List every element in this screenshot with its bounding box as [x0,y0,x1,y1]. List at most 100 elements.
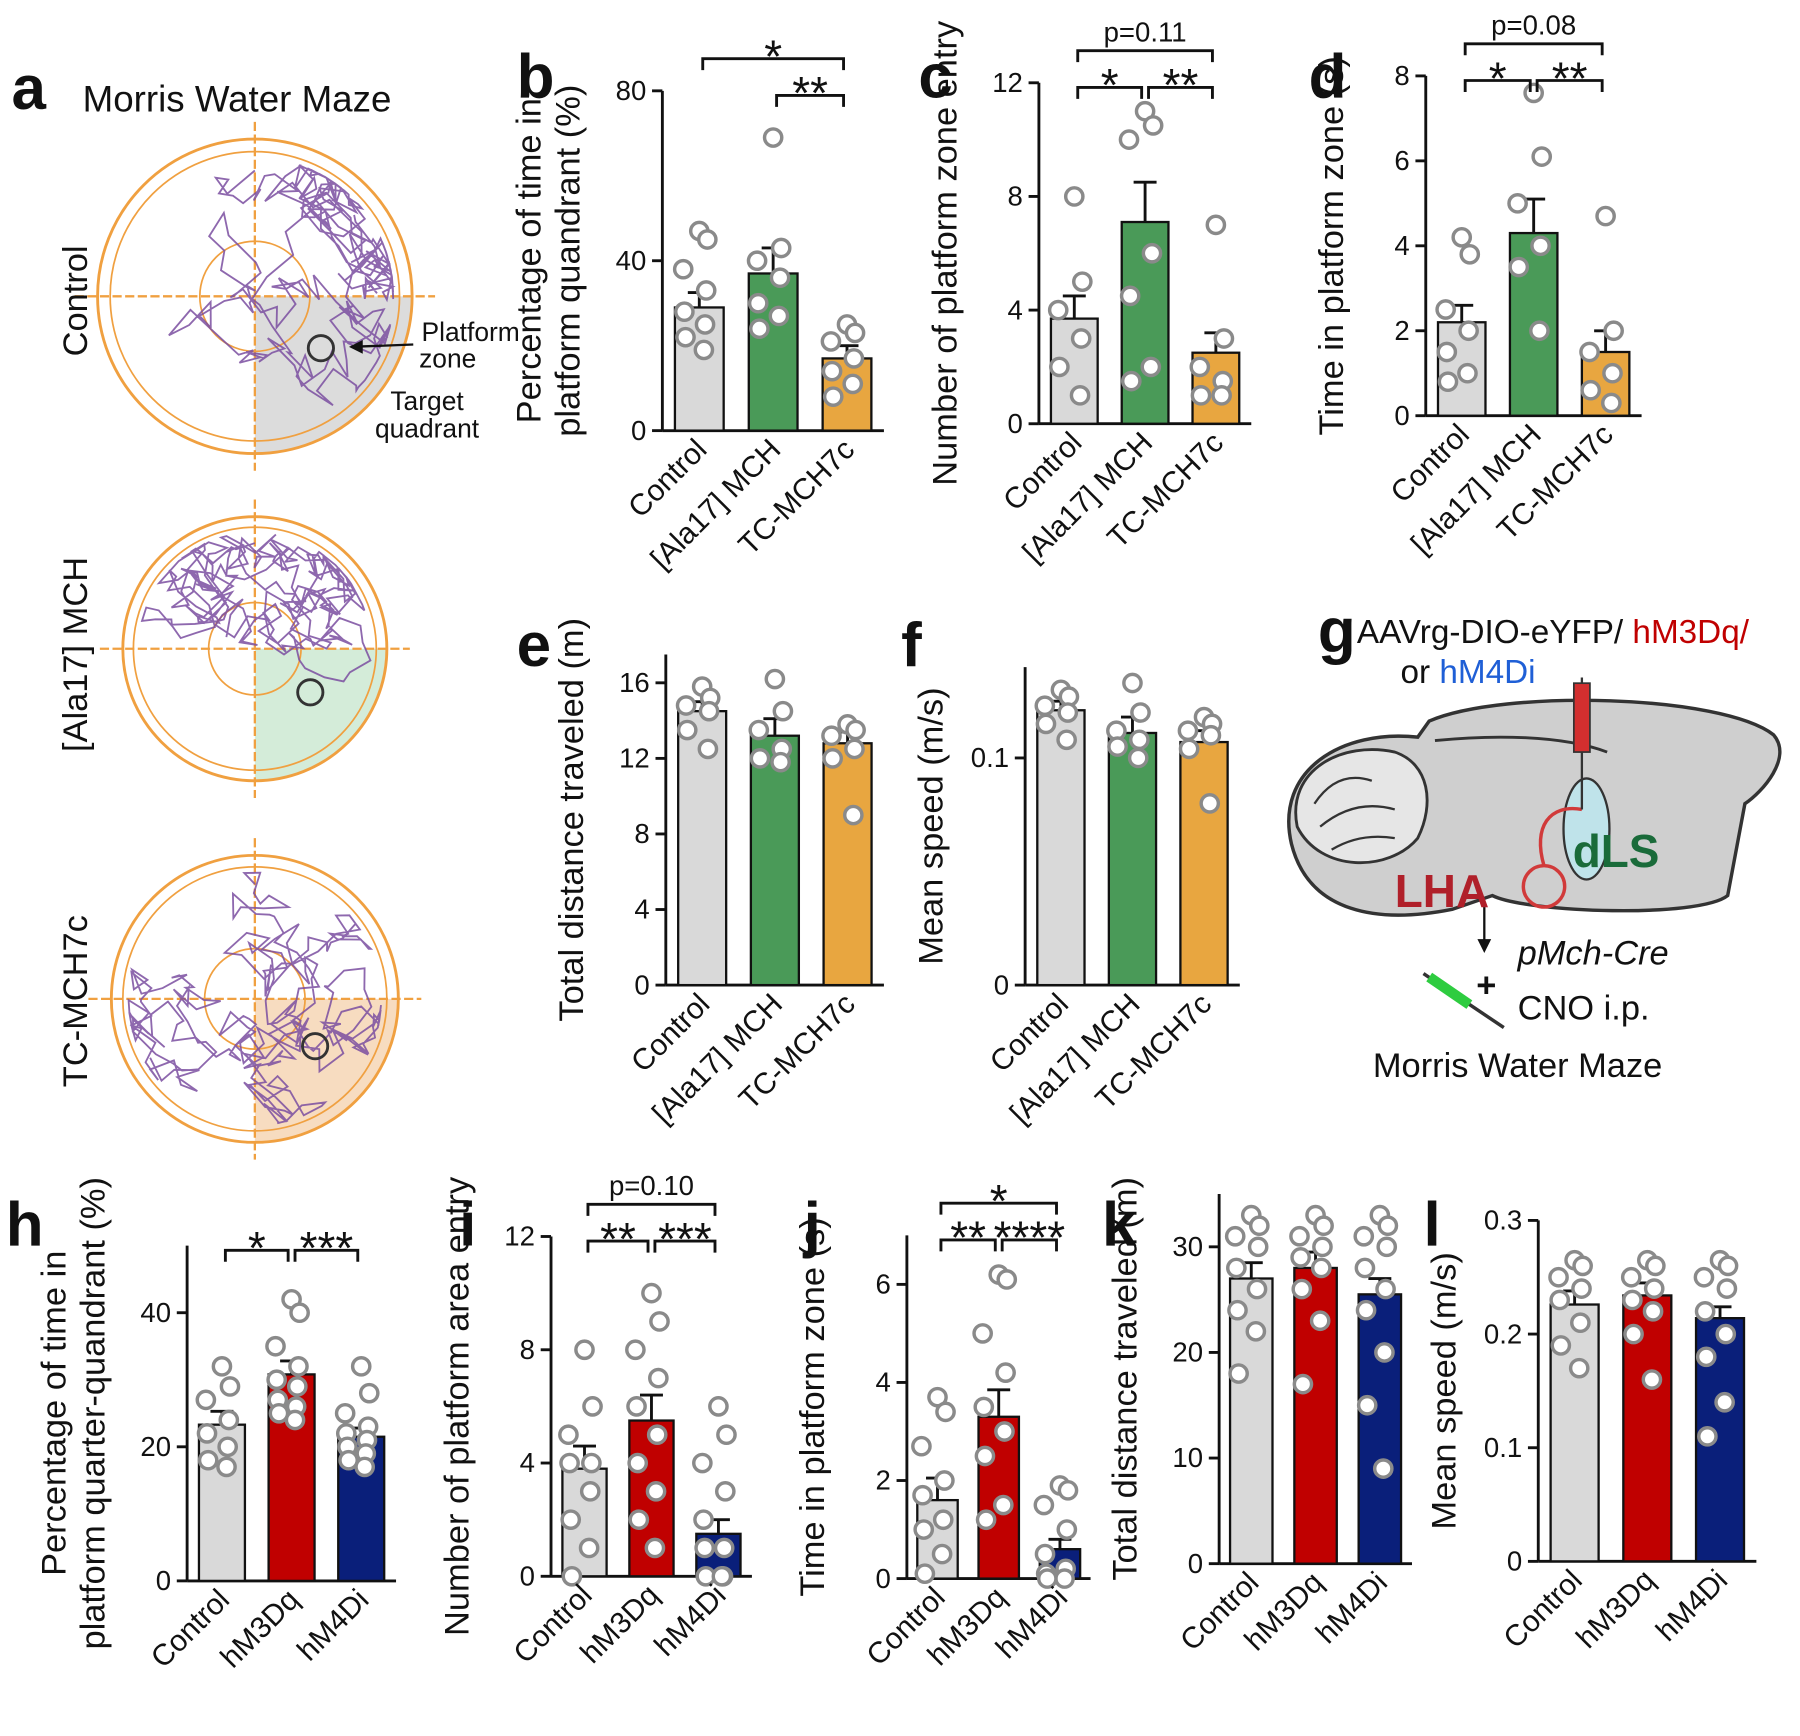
significance-label: ** [600,1213,636,1265]
data-point [1641,1369,1663,1390]
data-point [1200,724,1222,746]
panel-label: d [1309,43,1347,112]
y-axis-label: platform quarter-quandrant (%) [74,1177,112,1650]
data-point [1459,243,1481,265]
panel-label: h [6,1191,44,1260]
data-point [1372,1458,1394,1479]
region-label: dLS [1573,825,1660,877]
significance-label: *** [300,1222,354,1274]
significance-bracket [1000,1238,1058,1252]
data-point [770,751,791,773]
significance-bracket [1147,85,1214,99]
data-point [558,1424,579,1446]
y-axis-label: Time in platform zone (s) [1313,56,1351,435]
data-point [843,348,865,369]
y-tick-label: 8 [1394,60,1409,91]
y-tick-label: 12 [992,67,1023,98]
data-point [1120,370,1142,392]
y-tick-label: 6 [875,1269,890,1300]
trajectory [168,164,396,407]
significance-label: * [990,1175,1008,1227]
data-point [708,1396,729,1417]
data-point [821,360,843,382]
significance-label: * [764,30,782,82]
data-point [772,700,794,722]
data-point [1034,695,1056,717]
data-point [1623,1323,1644,1345]
data-point [578,1537,600,1559]
data-point [1694,1301,1716,1322]
data-point [1289,1225,1310,1247]
data-point [266,1369,287,1391]
data-point [627,1452,649,1474]
data-point [1603,320,1624,342]
data-point [1374,1342,1395,1363]
data-point [913,1519,935,1540]
data-point [1130,702,1151,723]
panel-label: l [1423,1191,1440,1260]
y-tick-label: 4 [1394,230,1409,261]
x-tick-label: Control [145,1583,236,1674]
significance-bracket [1535,79,1604,92]
data-point [1054,1568,1075,1589]
data-point [196,1423,218,1444]
significance-bracket [586,1239,650,1253]
significance-bracket [223,1248,290,1262]
data-point [1693,1266,1715,1288]
data-point [1049,356,1070,378]
error-bar [987,1388,1011,1417]
region-label: LHA [1395,865,1489,917]
y-tick-label: 20 [1172,1337,1203,1368]
data-point [648,1367,669,1389]
y-axis-label: Percentage of time in [511,98,549,423]
data-point [265,1335,286,1357]
data-point [641,1282,662,1304]
data-point [1292,1373,1314,1395]
data-point [1529,320,1550,342]
panel-label: g [1318,597,1356,666]
y-tick-label: 12 [619,743,650,774]
data-point [1523,82,1545,104]
y-axis-label: Mean speed (m/s) [912,687,950,964]
data-point [579,1481,601,1502]
data-point [581,1452,602,1474]
y-axis-label: platform quandrant (%) [550,85,588,437]
row-label: TC-MCH7c [57,915,95,1087]
data-point [1377,1215,1399,1237]
data-point [693,1509,714,1530]
data-point [934,1470,955,1491]
y-tick-label: 0.1 [1484,1432,1522,1463]
data-point [697,738,719,760]
data-point [1056,1519,1078,1540]
significance-label: ** [1163,59,1199,111]
significance-bracket [653,1239,717,1253]
y-tick-label: 2 [1394,315,1409,346]
maze-title: Morris Water Maze [83,78,392,119]
significance-label: p=0.08 [1491,10,1576,41]
annotation: zone [419,343,476,373]
data-point [1070,328,1092,349]
data-point [574,1339,595,1361]
data-point [645,1481,667,1502]
significance-bracket [939,1201,1058,1215]
data-point [1057,702,1079,723]
significance-label: ** [792,67,828,119]
data-point [1595,205,1616,227]
data-point [211,1356,233,1377]
data-point [1353,1225,1375,1247]
y-tick-label: 40 [140,1297,171,1328]
x-tick-label: hM3Dq [214,1583,305,1674]
data-point [284,1409,306,1431]
data-point [1122,672,1143,694]
data-point [1034,1543,1056,1565]
data-point [1063,186,1085,207]
significance-label: *** [658,1213,712,1265]
y-tick-label: 30 [1172,1231,1203,1262]
data-point [197,1449,219,1471]
bar [1357,1293,1403,1565]
y-tick-label: 16 [619,667,650,698]
data-point [219,1376,241,1397]
data-point [770,237,792,259]
y-tick-label: 0.3 [1484,1205,1522,1236]
